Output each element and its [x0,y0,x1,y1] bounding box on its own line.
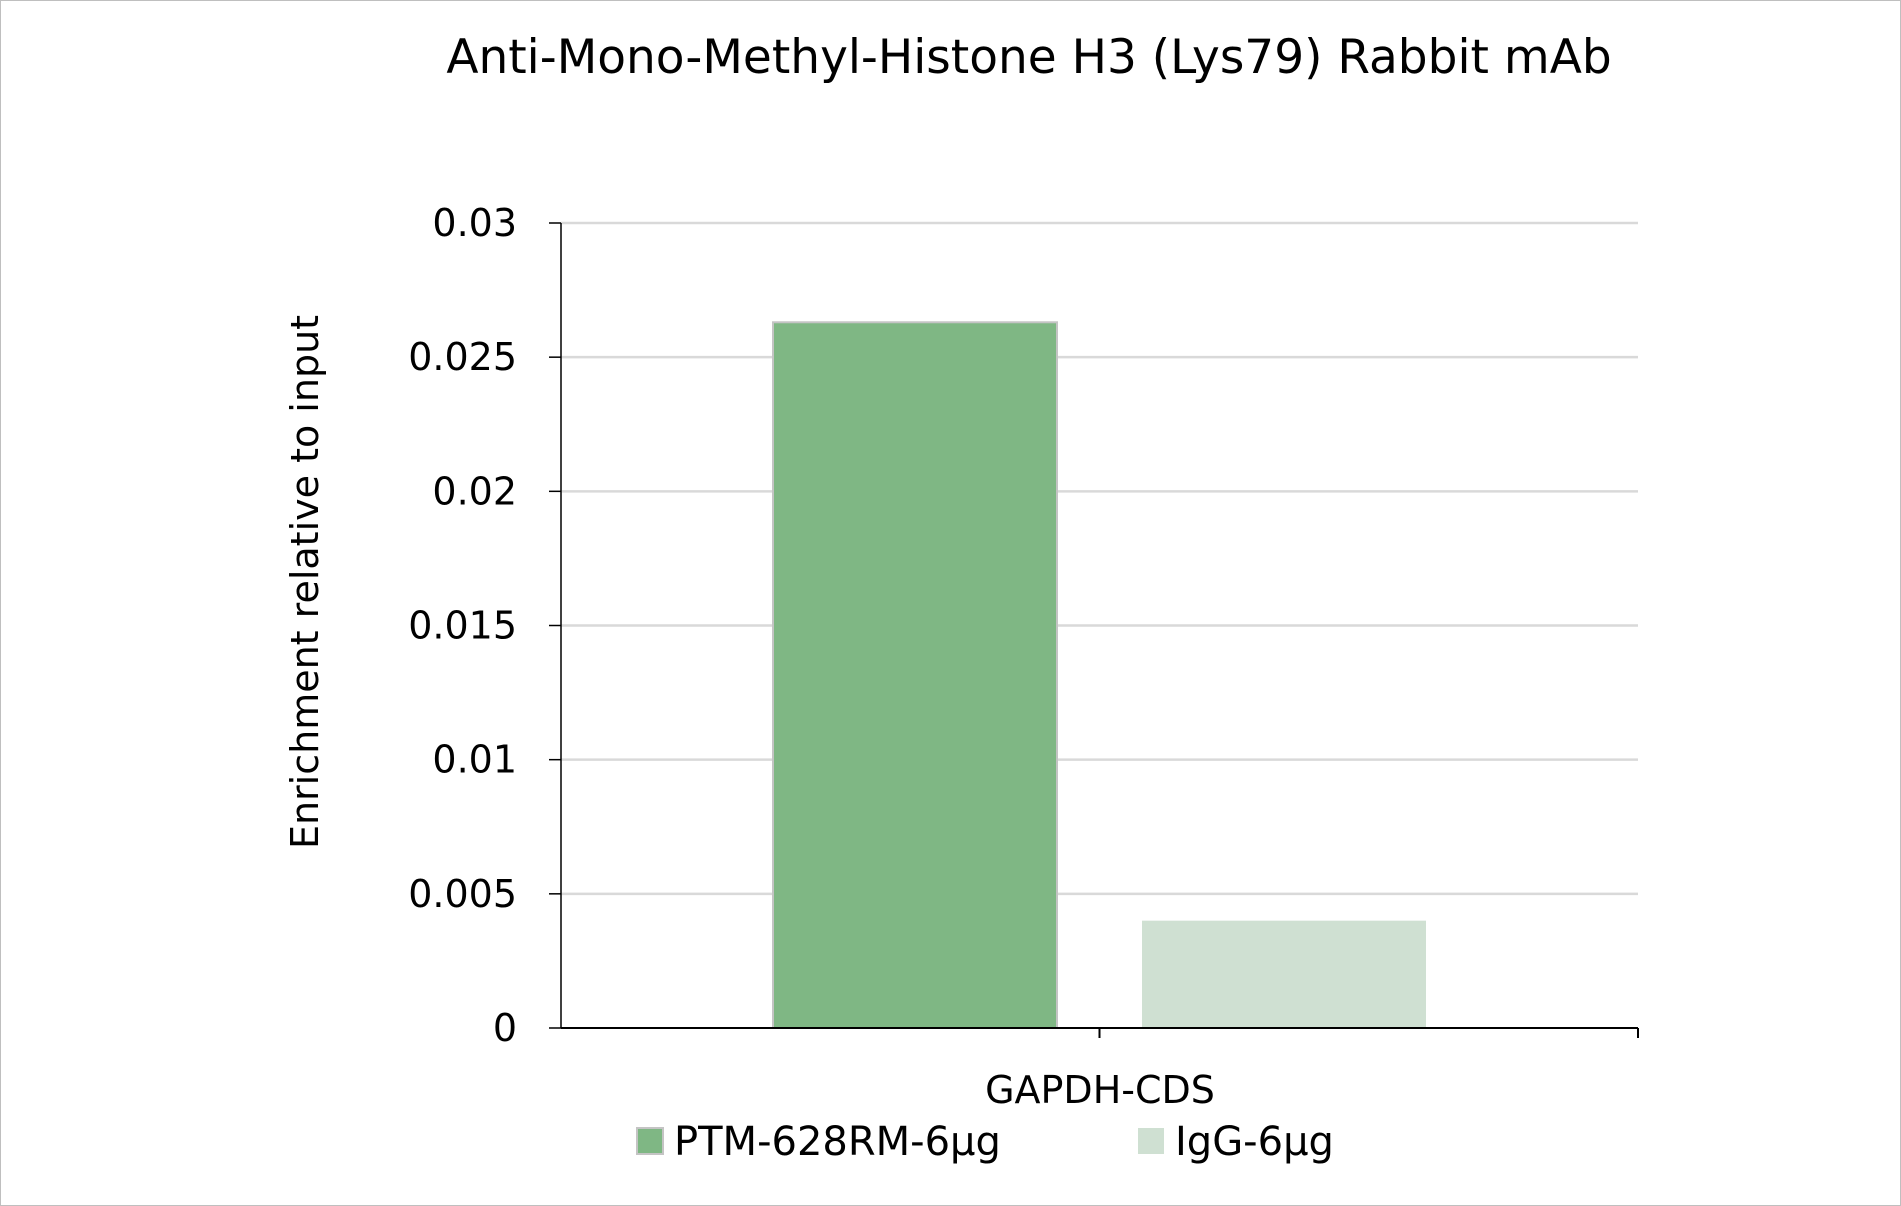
y-tick-label: 0.005 [408,872,517,916]
y-tick-label: 0 [493,1006,517,1050]
legend: PTM-628RM-6μg IgG-6μg [636,1119,1334,1165]
y-tick-label: 0.01 [432,738,517,782]
y-tick-label: 0.02 [432,469,517,513]
y-tick-label: 0.03 [432,201,517,245]
legend-swatch [636,1127,664,1155]
legend-label: PTM-628RM-6μg [674,1119,1001,1165]
y-tick-label: 0.025 [408,335,517,379]
bar-ptm [772,321,1058,1029]
legend-swatch [1138,1128,1164,1154]
x-category-label: GAPDH-CDS [985,1068,1215,1112]
bar-igg [1142,920,1426,1028]
y-axis-label: Enrichment relative to input [283,315,327,849]
legend-label: IgG-6μg [1175,1119,1334,1165]
y-tick-label: 0.015 [408,604,517,648]
chart-title: Anti-Mono-Methyl-Histone H3 (Lys79) Rabb… [446,30,1611,85]
